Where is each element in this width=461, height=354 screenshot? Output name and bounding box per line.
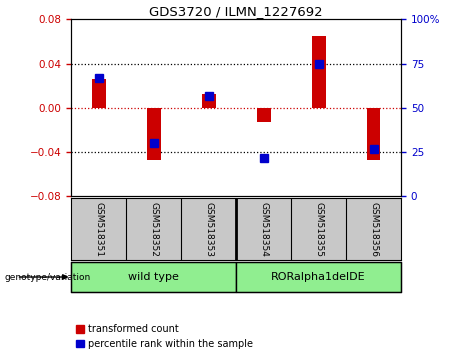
Bar [257, 108, 271, 122]
Text: GSM518351: GSM518351 [95, 202, 103, 257]
Text: wild type: wild type [129, 272, 179, 282]
Bar [367, 108, 380, 160]
Bar [92, 79, 106, 108]
Text: genotype/variation: genotype/variation [5, 273, 91, 281]
Title: GDS3720 / ILMN_1227692: GDS3720 / ILMN_1227692 [149, 5, 323, 18]
Text: GSM518354: GSM518354 [259, 202, 268, 257]
Bar [312, 36, 325, 108]
Text: GSM518356: GSM518356 [369, 202, 378, 257]
Text: GSM518355: GSM518355 [314, 202, 323, 257]
Text: RORalpha1delDE: RORalpha1delDE [272, 272, 366, 282]
Bar [236, 262, 401, 292]
Legend: transformed count, percentile rank within the sample: transformed count, percentile rank withi… [77, 324, 253, 349]
Text: GSM518352: GSM518352 [149, 202, 159, 257]
Bar [147, 108, 161, 160]
Bar [202, 93, 216, 108]
Bar [71, 262, 236, 292]
Text: GSM518353: GSM518353 [204, 202, 213, 257]
